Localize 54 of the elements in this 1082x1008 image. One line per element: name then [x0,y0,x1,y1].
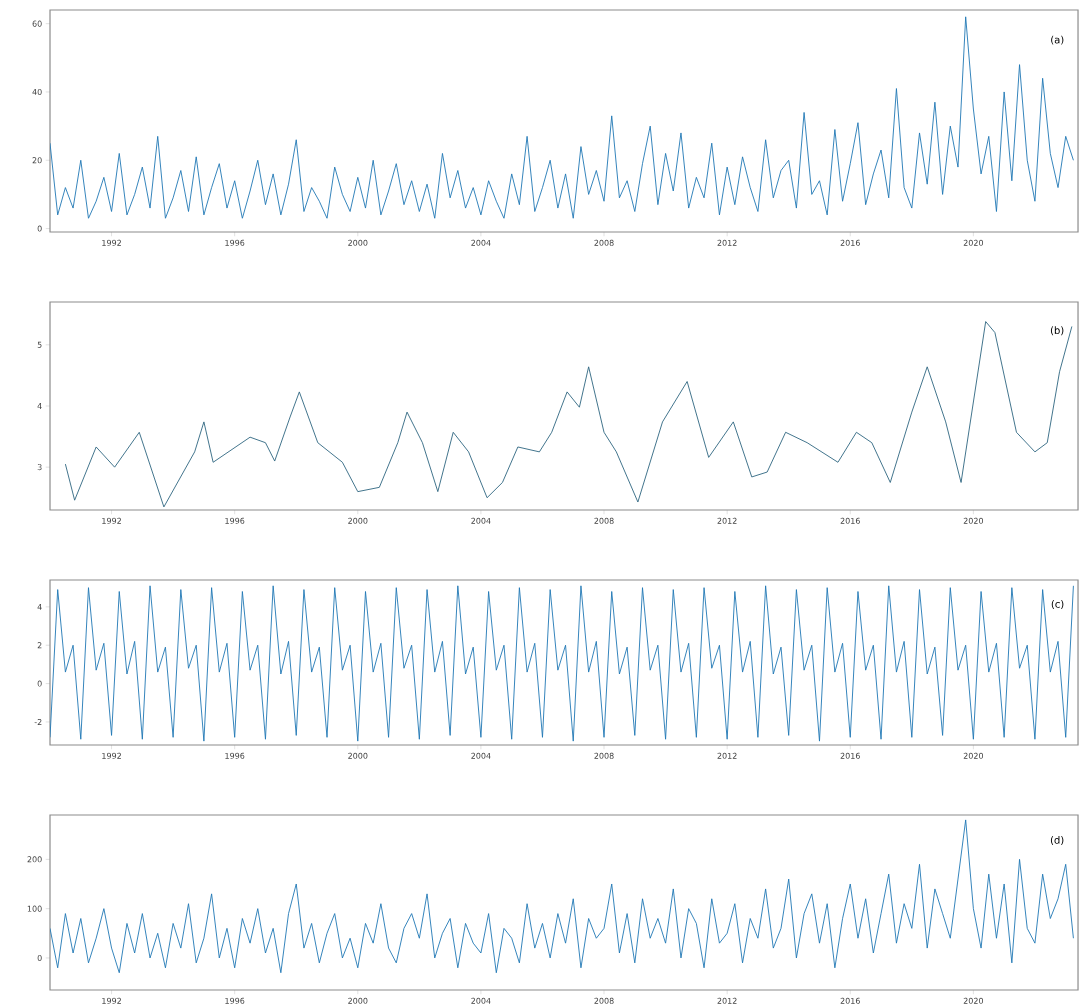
x-tick-label: 2020 [963,517,984,524]
x-tick-label: 2016 [840,239,860,246]
y-tick-label: 5 [37,341,42,348]
x-tick-label: 2012 [717,752,737,759]
x-tick-label: 1996 [225,752,245,759]
y-tick-label: 60 [32,20,42,27]
line-series [50,16,1074,219]
x-tick-label: 2004 [471,752,491,759]
y-tick-label: 100 [27,905,42,912]
x-tick-label: 1992 [102,752,121,759]
x-tick-label: 2000 [348,752,368,759]
x-tick-label: 1996 [225,997,245,1004]
x-tick-label: 1992 [102,239,121,246]
annotation: (d) [1050,836,1064,845]
x-tick-label: 2020 [963,239,984,246]
annotation: (a) [1051,35,1064,45]
y-tick-label: 0 [37,680,42,687]
x-tick-label: 2008 [594,752,614,759]
x-tick-label: 2020 [963,997,984,1004]
x-tick-label: 2004 [471,997,491,1004]
line-series [50,819,1074,974]
y-tick-label: 0 [37,225,42,232]
y-tick-label: 40 [32,88,42,95]
y-tick-label: 4 [37,403,42,409]
x-tick-label: 2008 [594,239,614,246]
x-tick-label: 2000 [348,997,368,1004]
x-tick-label: 2016 [840,752,860,759]
y-tick-label: 3 [37,464,42,471]
x-tick-label: 2012 [717,517,737,524]
x-tick-label: 1992 [102,517,121,524]
x-tick-label: 1996 [225,239,245,246]
x-tick-label: 2020 [963,752,984,759]
x-tick-label: 2004 [471,517,491,524]
x-tick-label: 2016 [840,517,860,524]
x-tick-label: 2000 [348,239,368,246]
line-series [64,321,1073,508]
y-tick-label: -2 [34,718,42,725]
x-tick-label: 1992 [102,997,121,1004]
line-series [50,585,1074,742]
annotation: (c) [1051,600,1064,609]
y-tick-label: 20 [32,157,42,164]
y-tick-label: 0 [37,954,42,961]
x-tick-label: 2008 [594,517,614,524]
x-tick-label: 2004 [471,239,491,246]
x-tick-label: 2016 [840,997,860,1004]
x-tick-label: 2008 [594,997,614,1004]
x-tick-label: 2000 [348,517,368,524]
y-tick-label: 4 [37,603,42,610]
x-tick-label: 2012 [717,239,737,246]
x-tick-label: 1996 [225,517,245,524]
y-tick-label: 200 [27,856,42,863]
y-tick-label: 2 [37,642,42,649]
x-tick-label: 2012 [717,997,737,1004]
annotation: (b) [1050,326,1064,336]
